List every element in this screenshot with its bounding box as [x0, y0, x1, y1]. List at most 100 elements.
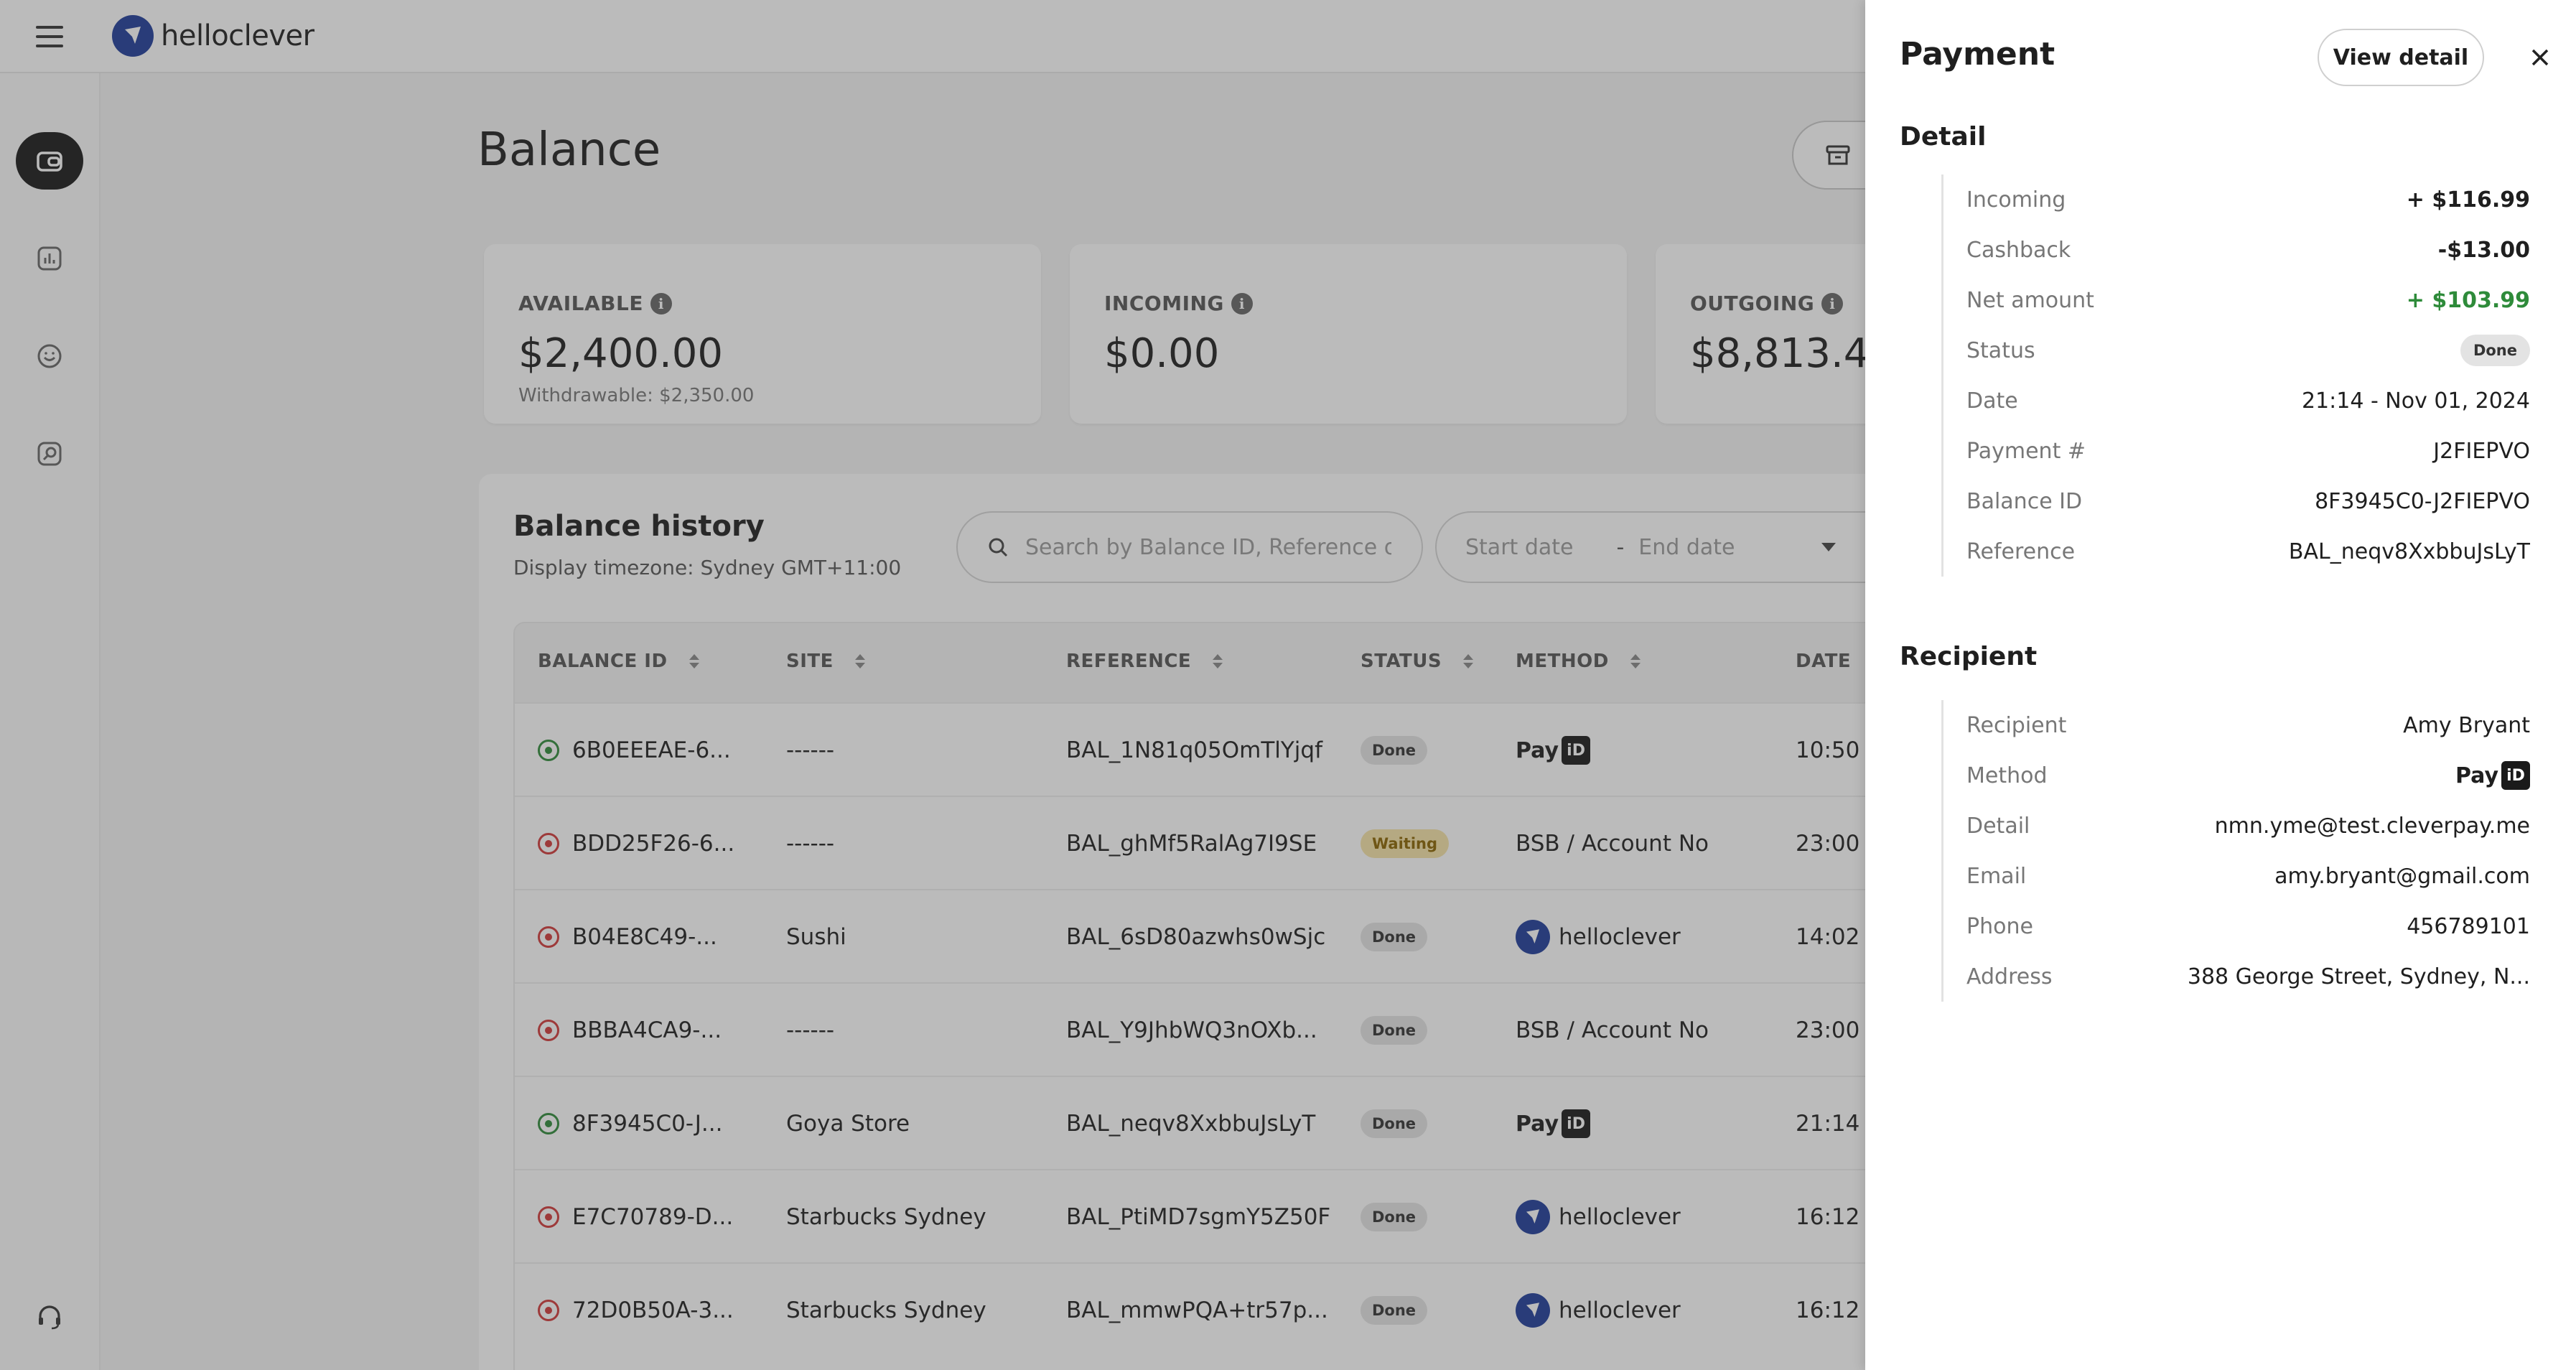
- sidebar-item-customers[interactable]: [16, 327, 83, 385]
- cell-reference: BAL_6sD80azwhs0wSjc: [1066, 924, 1326, 950]
- cell-balance-id: 6B0EEEAE-6...: [538, 704, 731, 797]
- sort-icon[interactable]: [1213, 654, 1223, 668]
- cell-method: helloclever: [1516, 890, 1681, 984]
- status-badge: Done: [1361, 1296, 1428, 1325]
- archive-icon: [1826, 145, 1850, 165]
- cell-reference: BAL_PtiMD7sgmY5Z50F: [1066, 1204, 1331, 1230]
- brand-logo[interactable]: helloclever: [112, 13, 314, 59]
- row-label: Incoming: [1966, 187, 2066, 213]
- row-recipient: Recipient Amy Bryant: [1966, 700, 2530, 750]
- balance-id-text: BBBA4CA9-...: [572, 1017, 722, 1043]
- helloclever-method: helloclever: [1516, 1200, 1681, 1234]
- sidebar-item-analytics[interactable]: [16, 230, 83, 287]
- start-date-field[interactable]: Start date: [1465, 534, 1574, 560]
- column-reference[interactable]: REFERENCE: [1066, 651, 1223, 672]
- column-site[interactable]: SITE: [786, 651, 865, 672]
- sidebar-item-balance[interactable]: [16, 132, 83, 190]
- cell-balance-id: E7C70789-D...: [538, 1170, 733, 1264]
- sidebar-item-support[interactable]: [16, 1288, 83, 1346]
- cell-status: Done: [1361, 890, 1428, 984]
- sort-icon[interactable]: [854, 654, 865, 668]
- sort-icon[interactable]: [1630, 654, 1641, 668]
- incoming-icon: [538, 1113, 559, 1134]
- balance-id-text: B04E8C49-...: [572, 924, 717, 950]
- date-separator: -: [1616, 534, 1625, 560]
- modal-backdrop[interactable]: [0, 0, 1865, 1370]
- cell-status: Waiting: [1361, 797, 1450, 890]
- row-label: Reference: [1966, 539, 2076, 564]
- cell-balance-id: 8F3945C0-J...: [538, 1077, 722, 1170]
- card-label: AVAILABLE: [518, 292, 643, 315]
- payid-logo: Pay iD: [2455, 761, 2530, 790]
- table-row[interactable]: BDD25F26-6... ------ BAL_ghMf5RalAg7I9SE Wa…: [515, 796, 2192, 890]
- cell-method: Pay iD: [1516, 1077, 1591, 1170]
- recipient-value: Amy Bryant: [2403, 712, 2530, 738]
- recipient-list: Recipient Amy Bryant Method Pay iD Detail n…: [1941, 700, 2530, 1002]
- cell-balance-id: BDD25F26-6...: [538, 797, 734, 890]
- date-value: 21:14 - Nov 01, 2024: [2301, 388, 2530, 414]
- chevron-down-icon[interactable]: [1821, 543, 1836, 551]
- payid-word: Pay: [1516, 737, 1559, 763]
- search-input[interactable]: Search by Balance ID, Reference o...: [956, 511, 1423, 583]
- table-row[interactable]: 72D0B50A-3... Starbucks Sydney BAL_mmwPQA+…: [515, 1262, 2192, 1357]
- table-row[interactable]: B04E8C49-... Sushi BAL_6sD80azwhs0wSjc Done…: [515, 889, 2192, 984]
- cell-reference: BAL_ghMf5RalAg7I9SE: [1066, 831, 1317, 857]
- row-phone: Phone 456789101: [1966, 901, 2530, 951]
- column-label: BALANCE ID: [538, 651, 668, 672]
- column-date[interactable]: DATE: [1796, 651, 1851, 672]
- method-text: helloclever: [1559, 924, 1681, 950]
- table-row[interactable]: BBBA4CA9-... ------ BAL_Y9JhbWQ3nOXb... Don…: [515, 982, 2192, 1076]
- cell-balance-id: 72D0B50A-3...: [538, 1264, 734, 1357]
- payment-number-value: J2FIEPVO: [2433, 438, 2530, 464]
- cell-site: ------: [786, 737, 835, 763]
- balance-table: BALANCE ID SITE REFERENCE STATUS METHOD …: [513, 622, 2193, 1370]
- email-value: amy.bryant@gmail.com: [2274, 863, 2530, 889]
- card-amount: $8,813.49: [1690, 330, 1895, 377]
- payid-icon: iD: [2501, 761, 2530, 790]
- table-row[interactable]: E7C70789-D... Starbucks Sydney BAL_PtiMD7s…: [515, 1169, 2192, 1264]
- timezone-label: Display timezone: Sydney GMT+11:00: [513, 556, 902, 579]
- table-row[interactable]: 6B0EEEAE-6... ------ BAL_1N81q05OmTlYjqf Do…: [515, 702, 2192, 797]
- row-label: Status: [1966, 337, 2035, 363]
- status-badge: Done: [1361, 1016, 1428, 1045]
- cell-date: 23:00 -: [1796, 1017, 1875, 1043]
- payid-word: Pay: [1516, 1111, 1559, 1137]
- info-icon[interactable]: i: [1821, 292, 1844, 314]
- row-date: Date 21:14 - Nov 01, 2024: [1966, 376, 2530, 426]
- balance-id-text: E7C70789-D...: [572, 1204, 734, 1230]
- balance-id-text: 72D0B50A-3...: [572, 1297, 734, 1323]
- card-incoming: INCOMING i $0.00: [1070, 244, 1627, 424]
- info-icon[interactable]: i: [650, 292, 672, 314]
- card-label: INCOMING: [1104, 292, 1224, 315]
- cell-site: Sushi: [786, 924, 846, 950]
- sidebar-item-payments[interactable]: [16, 425, 83, 483]
- status-badge: Waiting: [1361, 829, 1450, 858]
- cell-reference: BAL_1N81q05OmTlYjqf: [1066, 737, 1323, 763]
- column-status[interactable]: STATUS: [1361, 651, 1474, 672]
- column-balance-id[interactable]: BALANCE ID: [538, 651, 699, 672]
- menu-icon[interactable]: [36, 23, 63, 50]
- cell-site: ------: [786, 1017, 835, 1043]
- close-icon[interactable]: [2526, 43, 2554, 72]
- info-icon[interactable]: i: [1231, 292, 1253, 314]
- sort-icon[interactable]: [1463, 654, 1474, 668]
- payid-logo: Pay iD: [1516, 1109, 1591, 1138]
- end-date-field[interactable]: End date: [1638, 534, 1735, 560]
- sort-icon[interactable]: [689, 654, 699, 668]
- drawer-title: Payment: [1900, 36, 2055, 73]
- net-amount-value: + $103.99: [2406, 287, 2530, 313]
- detail-list: Incoming + $116.99 Cashback -$13.00 Net am…: [1941, 174, 2530, 577]
- headset-icon: [39, 1305, 60, 1330]
- cell-method: BSB / Account No: [1516, 831, 1709, 857]
- row-label: Date: [1966, 388, 2018, 414]
- payid-logo: Pay iD: [1516, 736, 1591, 765]
- column-method[interactable]: METHOD: [1516, 651, 1641, 672]
- cell-method: helloclever: [1516, 1170, 1681, 1264]
- date-range-picker[interactable]: Start date - End date: [1435, 511, 1902, 583]
- status-badge: Done: [2460, 335, 2530, 366]
- helloclever-method: helloclever: [1516, 920, 1681, 954]
- row-label: Recipient: [1966, 712, 2067, 738]
- cashback-value: -$13.00: [2437, 237, 2530, 263]
- view-detail-button[interactable]: View detail: [2318, 29, 2484, 86]
- row-label: Payment #: [1966, 438, 2086, 464]
